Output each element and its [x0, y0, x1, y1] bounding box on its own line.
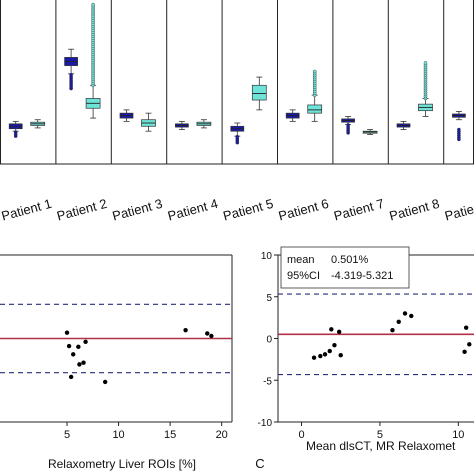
right-y-tick-label: -5	[263, 376, 272, 387]
category-label-patient-6: Patient 6	[277, 196, 330, 224]
right-data-point	[329, 327, 334, 332]
left-x-tick-label: 20	[216, 429, 228, 441]
category-label-patient-4: Patient 4	[166, 196, 219, 224]
right-y-tick-label: -10	[258, 418, 273, 429]
stats-annotation-box	[280, 246, 410, 289]
panel-label-c: C	[255, 456, 264, 471]
left-data-point	[71, 352, 76, 357]
right-data-point	[463, 325, 469, 330]
box-patient-5-s1	[251, 84, 267, 101]
right-data-point	[402, 311, 408, 316]
outlier-point	[91, 2, 95, 7]
right-y-tick-label: 10	[261, 251, 273, 262]
left-data-point	[102, 379, 108, 385]
left-data-point	[68, 374, 74, 380]
left-data-point	[183, 327, 188, 333]
left-x-axis-label: Relaxometry Liver ROIs [%]	[48, 457, 196, 471]
left-x-tick-label: 5	[64, 429, 70, 441]
left-data-point	[77, 362, 82, 367]
annotation-ci-value: -4.319-5.321	[331, 270, 393, 282]
left-data-point	[83, 339, 88, 345]
box-plot-panel: Patient 1 Patient 2 Patient 3 Patient 4 Pati…	[0, 0, 474, 224]
right-data-point	[336, 329, 342, 335]
left-x-tick-label: 10	[112, 429, 124, 441]
right-x-axis-label: Mean dlsCT, MR Relaxomet	[306, 439, 456, 453]
left-x-tick-label: 15	[164, 429, 176, 441]
right-data-point	[318, 353, 323, 359]
outlier-point	[69, 72, 73, 77]
right-y-tick-label: 5	[266, 293, 272, 304]
annotation-mean-label: mean	[287, 254, 315, 266]
outlier-point	[457, 127, 461, 132]
right-data-point	[322, 352, 328, 357]
category-label-patient-1: Patient 1	[0, 196, 53, 224]
right-x-tick-label: 0	[298, 429, 304, 441]
outlier-point	[235, 134, 240, 139]
right-x-tick-label: 10	[452, 429, 464, 441]
category-label-patient-7: Patient 7	[332, 196, 385, 224]
category-label-patient-9: Patient 9	[443, 196, 474, 224]
left-bland-altman-panel: 5 10 15 20	[0, 254, 233, 441]
annotation-mean-value: 0.501%	[331, 254, 369, 266]
left-data-point	[205, 331, 210, 336]
outlier-point	[423, 61, 428, 65]
right-data-point	[462, 349, 467, 355]
outlier-point	[312, 69, 317, 74]
right-data-point	[327, 348, 332, 354]
annotation-ci-label: 95%CI	[287, 270, 320, 282]
outlier-point	[13, 130, 18, 134]
left-data-point	[64, 330, 70, 335]
right-data-point	[390, 327, 395, 333]
right-data-point	[311, 355, 317, 360]
right-data-point	[332, 342, 337, 348]
outlier-point	[346, 123, 350, 127]
category-label-patient-3: Patient 3	[111, 196, 164, 224]
box-patient-6-s1	[307, 104, 323, 114]
right-x-tick-label: 5	[377, 429, 383, 441]
left-data-point	[76, 344, 81, 350]
right-plot-area: 10 5 0 -5 -10 0 5 10	[258, 251, 474, 441]
right-data-point	[396, 319, 401, 324]
right-y-tick-label: 0	[266, 335, 272, 346]
left-data-point	[209, 333, 214, 339]
right-data-point	[409, 313, 414, 319]
right-data-point	[338, 353, 343, 358]
category-label-patient-5: Patient 5	[221, 196, 274, 224]
category-label-patient-2: Patient 2	[55, 196, 108, 224]
right-bland-altman-panel: 10 5 0 -5 -10 0 5 10 mean 0.501% 95%CI -4.319-5…	[258, 246, 474, 441]
left-data-point	[81, 360, 86, 365]
category-label-patient-8: Patient 8	[388, 196, 441, 224]
left-data-point	[66, 343, 72, 349]
right-data-point	[467, 342, 472, 347]
